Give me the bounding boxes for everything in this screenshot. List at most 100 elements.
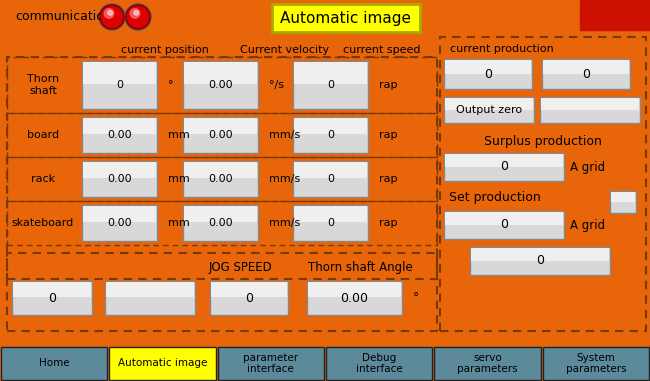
Circle shape	[99, 4, 125, 30]
Text: 0: 0	[327, 80, 334, 90]
Bar	[444, 211, 564, 239]
Text: System
parameters: System parameters	[566, 353, 626, 374]
Bar	[541, 98, 639, 110]
Circle shape	[126, 5, 150, 29]
Bar	[444, 97, 534, 123]
Text: rap: rap	[379, 80, 398, 90]
Text: mm/s: mm/s	[269, 174, 300, 184]
Text: mm: mm	[168, 174, 190, 184]
Bar	[184, 62, 257, 83]
Text: 0: 0	[582, 67, 590, 80]
Bar	[183, 205, 258, 241]
Text: 0.00: 0.00	[107, 130, 132, 140]
Text: 0: 0	[327, 130, 334, 140]
Text: 0.00: 0.00	[341, 291, 369, 304]
Bar	[580, 0, 650, 30]
Circle shape	[125, 4, 151, 30]
Text: board: board	[27, 130, 59, 140]
Bar	[7, 113, 437, 157]
Bar	[272, 4, 420, 32]
Text: Set production: Set production	[449, 190, 541, 203]
Bar	[82, 161, 157, 197]
Bar	[470, 247, 610, 275]
Bar	[445, 98, 533, 110]
Text: servo
parameters: servo parameters	[457, 353, 518, 374]
Bar	[294, 118, 367, 134]
Bar	[12, 281, 92, 315]
Bar	[211, 282, 287, 297]
Text: 0.00: 0.00	[208, 174, 233, 184]
Text: 0.00: 0.00	[208, 218, 233, 228]
Bar	[7, 253, 437, 331]
Text: Surplus production: Surplus production	[484, 134, 602, 147]
Circle shape	[108, 10, 112, 15]
Bar	[542, 59, 630, 89]
Bar	[445, 60, 531, 74]
Bar	[444, 59, 532, 89]
Text: A grid: A grid	[570, 160, 605, 173]
Circle shape	[127, 6, 148, 27]
Text: °: °	[413, 291, 419, 304]
Text: 0: 0	[484, 67, 492, 80]
Bar	[7, 157, 437, 201]
Text: Thorn shaft Angle: Thorn shaft Angle	[307, 261, 412, 274]
Bar	[183, 61, 258, 109]
Bar	[294, 206, 367, 222]
Bar	[83, 162, 156, 178]
Text: Debug
interface: Debug interface	[356, 353, 402, 374]
Bar	[294, 162, 367, 178]
Text: JOG SPEED: JOG SPEED	[208, 261, 272, 274]
Text: mm/s: mm/s	[269, 130, 300, 140]
Text: skateboard: skateboard	[12, 218, 74, 228]
Bar	[471, 248, 609, 261]
Text: 0: 0	[500, 218, 508, 232]
Text: mm: mm	[168, 218, 190, 228]
Text: current speed: current speed	[343, 45, 421, 55]
Bar	[106, 282, 194, 297]
Text: 0: 0	[500, 160, 508, 173]
Bar	[293, 161, 368, 197]
Bar	[183, 161, 258, 197]
Bar	[444, 153, 564, 181]
Text: 0: 0	[245, 291, 253, 304]
Bar	[543, 60, 629, 74]
Text: rap: rap	[379, 130, 398, 140]
Text: Current velocity: Current velocity	[240, 45, 330, 55]
Bar	[434, 347, 541, 380]
Bar	[7, 201, 437, 245]
Text: mm: mm	[168, 130, 190, 140]
Text: communication: communication	[15, 11, 112, 24]
Text: current position: current position	[121, 45, 209, 55]
Bar	[82, 117, 157, 153]
Text: 0.00: 0.00	[107, 218, 132, 228]
Bar	[183, 117, 258, 153]
Text: mm/s: mm/s	[269, 218, 300, 228]
Text: A grid: A grid	[570, 218, 605, 232]
Text: Output zero: Output zero	[456, 105, 522, 115]
Text: current production: current production	[450, 44, 554, 54]
Bar	[293, 117, 368, 153]
Bar	[184, 162, 257, 178]
Bar	[184, 118, 257, 134]
Text: rap: rap	[379, 174, 398, 184]
Circle shape	[104, 9, 114, 18]
Bar	[611, 192, 635, 202]
Text: rack: rack	[31, 174, 55, 184]
Bar	[83, 118, 156, 134]
Text: 0: 0	[327, 218, 334, 228]
Text: Thorn
shaft: Thorn shaft	[27, 74, 59, 96]
Bar	[83, 62, 156, 83]
Bar	[445, 212, 563, 225]
Bar	[13, 282, 91, 297]
Text: 0.00: 0.00	[107, 174, 132, 184]
Bar	[543, 347, 649, 380]
Bar	[218, 347, 324, 380]
Bar	[7, 57, 437, 279]
Text: 0.00: 0.00	[208, 80, 233, 90]
Bar	[109, 347, 216, 380]
Bar	[307, 281, 402, 315]
Circle shape	[130, 9, 140, 18]
Circle shape	[100, 5, 124, 29]
Text: °: °	[168, 80, 174, 90]
Bar	[83, 206, 156, 222]
